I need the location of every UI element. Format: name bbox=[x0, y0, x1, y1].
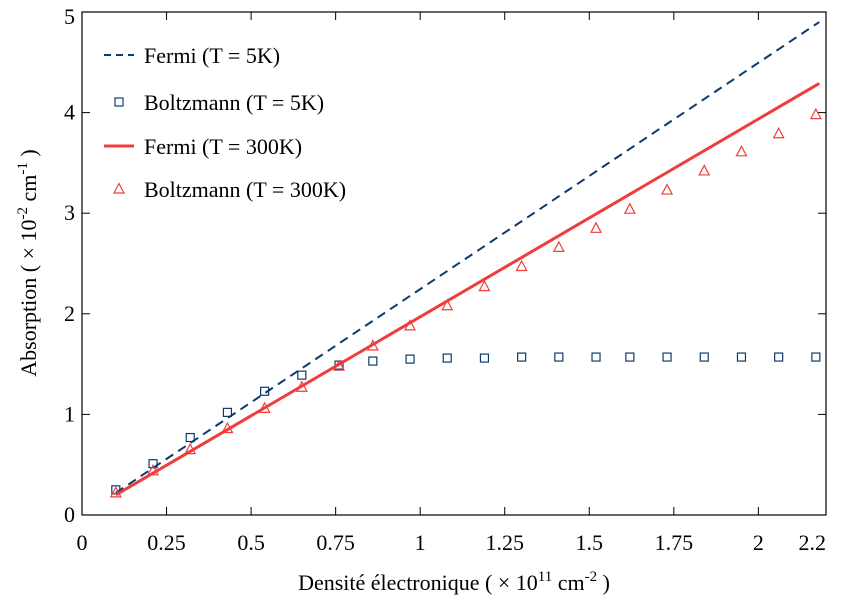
x-axis-title-exponent: 11 bbox=[538, 569, 552, 585]
legend-item-1: Boltzmann (T = 5K) bbox=[114, 90, 324, 115]
data-point bbox=[698, 164, 711, 176]
legend-item-3: Boltzmann (T = 300K) bbox=[113, 177, 346, 202]
x-tick-label: 2.2 bbox=[799, 530, 827, 555]
data-point bbox=[148, 459, 158, 469]
legend-label: Fermi (T = 5K) bbox=[144, 43, 280, 68]
data-point bbox=[478, 279, 491, 292]
plot-frame bbox=[81, 11, 827, 516]
data-point bbox=[662, 352, 672, 362]
data-point bbox=[333, 359, 346, 371]
x-axis-title-unit: cm bbox=[552, 570, 584, 595]
data-point bbox=[735, 145, 748, 157]
data-point bbox=[772, 126, 785, 139]
legend: Fermi (T = 5K) Boltzmann (T = 5K) Fermi (T… bbox=[104, 43, 346, 202]
y-tick-label: 1 bbox=[64, 401, 75, 426]
x-tick-label: 1.5 bbox=[576, 530, 604, 555]
series-3 bbox=[109, 107, 822, 498]
data-point bbox=[441, 298, 454, 311]
x-tick-label: 1 bbox=[415, 530, 426, 555]
data-point bbox=[147, 463, 160, 476]
data-point bbox=[260, 386, 270, 396]
x-axis-title-main: Densité électronique ( × 10 bbox=[298, 570, 538, 595]
data-point bbox=[774, 352, 784, 362]
data-point bbox=[404, 319, 417, 331]
series-line bbox=[115, 21, 820, 494]
data-point bbox=[222, 407, 233, 417]
data-point bbox=[661, 183, 674, 195]
y-axis-title-unit: cm bbox=[16, 175, 41, 207]
x-tick-label: 2 bbox=[753, 530, 764, 555]
x-tick-label: 0 bbox=[77, 530, 88, 555]
series-layer bbox=[109, 21, 822, 498]
x-tick-label: 0.25 bbox=[147, 530, 186, 555]
data-point bbox=[405, 354, 415, 364]
x-tick-label: 0.5 bbox=[237, 530, 265, 555]
y-tick-label: 5 bbox=[64, 4, 75, 29]
x-axis-title-unit-exponent: -2 bbox=[585, 569, 598, 585]
data-point bbox=[258, 401, 271, 413]
data-point bbox=[366, 339, 379, 351]
data-point bbox=[184, 442, 197, 455]
x-tick-label: 1.75 bbox=[655, 530, 694, 555]
data-point bbox=[185, 432, 195, 443]
x-axis-title-end: ) bbox=[597, 570, 610, 595]
data-point bbox=[221, 421, 234, 434]
series-1 bbox=[111, 352, 821, 495]
y-tick-label: 2 bbox=[64, 301, 75, 326]
legend-label: Boltzmann (T = 5K) bbox=[144, 90, 324, 115]
legend-item-2: Fermi (T = 300K) bbox=[104, 134, 302, 159]
series-0 bbox=[115, 21, 820, 494]
data-point bbox=[479, 353, 490, 363]
data-point bbox=[517, 352, 527, 362]
x-tick-label: 1.25 bbox=[485, 530, 524, 555]
y-axis-title-exponent: -2 bbox=[15, 207, 31, 220]
series-line bbox=[115, 82, 820, 497]
data-point bbox=[297, 370, 307, 380]
y-axis-title-end: ) bbox=[16, 149, 41, 162]
data-point bbox=[109, 486, 122, 498]
x-tick-label: 0.75 bbox=[316, 530, 355, 555]
legend-swatch bbox=[114, 97, 124, 107]
data-point bbox=[368, 356, 378, 366]
data-point bbox=[552, 240, 565, 253]
data-point bbox=[809, 107, 822, 120]
y-tick-label: 3 bbox=[64, 200, 75, 225]
data-point bbox=[590, 221, 603, 233]
data-point bbox=[515, 259, 528, 272]
data-point bbox=[811, 352, 821, 362]
ticks: 0 0.25 0.5 0.75 1 1.25 1.5 1.75 2 2.2 0 1 2 3 4 5 bbox=[64, 4, 827, 555]
legend-label: Boltzmann (T = 300K) bbox=[144, 177, 346, 202]
data-point bbox=[554, 352, 564, 362]
series-2 bbox=[115, 82, 820, 497]
data-point bbox=[295, 380, 308, 392]
data-point bbox=[625, 352, 635, 362]
data-point bbox=[736, 352, 747, 362]
y-axis-title: Absorption ( × 10-2 cm-1 ) bbox=[15, 149, 41, 376]
x-axis-title: Densité électronique ( × 1011 cm-2 ) bbox=[298, 569, 610, 595]
legend-item-0: Fermi (T = 5K) bbox=[104, 43, 280, 68]
y-tick-label: 0 bbox=[64, 502, 75, 527]
legend-label: Fermi (T = 300K) bbox=[144, 134, 302, 159]
y-axis-title-main: Absorption ( × 10 bbox=[16, 219, 41, 376]
data-point bbox=[442, 353, 452, 363]
data-point bbox=[591, 352, 601, 362]
y-tick-label: 4 bbox=[64, 100, 75, 125]
y-axis-title-unit-exponent: -1 bbox=[15, 162, 31, 175]
data-point bbox=[623, 202, 636, 214]
legend-swatch bbox=[113, 182, 125, 194]
data-point bbox=[699, 352, 709, 362]
